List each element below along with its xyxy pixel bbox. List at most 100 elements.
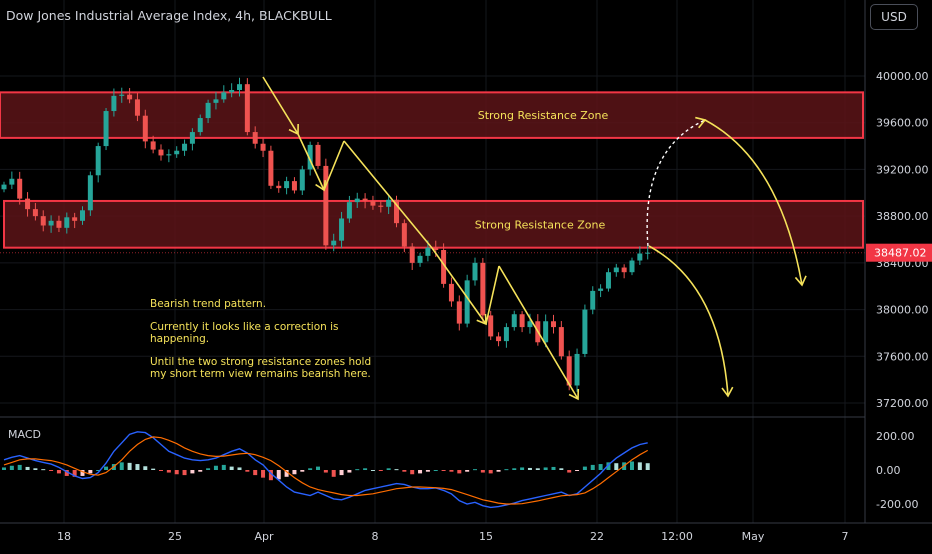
candle-body (551, 321, 556, 328)
macd-histogram-bar (96, 470, 101, 471)
candle-body (72, 217, 78, 221)
price-tick-label: 38000.00 (876, 304, 929, 317)
macd-histogram-bar (174, 470, 179, 475)
macd-histogram-bar (339, 470, 344, 476)
candle-body (441, 250, 447, 284)
macd-plot (2, 431, 650, 509)
candle-body (56, 220, 62, 228)
macd-histogram-bar (159, 470, 163, 471)
macd-axis[interactable]: 200.00 0.00 -200.00 (876, 430, 918, 511)
zone-lower-label: Strong Resistance Zone (475, 218, 606, 231)
candle-body (339, 218, 345, 241)
candle-body (1, 184, 7, 190)
macd-histogram-bar (213, 465, 218, 470)
macd-histogram-bar (496, 470, 501, 472)
macd-histogram-bar (598, 464, 603, 470)
time-tick-label: 15 (479, 530, 493, 543)
candle-body (543, 321, 549, 343)
note-line-2: Currently it looks like a correction is … (150, 321, 339, 345)
macd-histogram-bar (253, 470, 258, 476)
macd-tick-label: 200.00 (876, 430, 915, 443)
projected-rise-dashed (646, 119, 706, 247)
candle-body (637, 253, 643, 261)
macd-histogram-bar (347, 470, 352, 473)
macd-histogram-bar (245, 470, 250, 472)
projected-drop-lower-arrowhead (721, 386, 734, 398)
macd-histogram-bar (25, 466, 30, 470)
macd-histogram-bar (127, 462, 132, 470)
macd-histogram-bar (370, 470, 375, 471)
price-tick-label: 38800.00 (876, 210, 929, 223)
macd-histogram-bar (237, 467, 242, 470)
macd-histogram-bar (614, 463, 619, 470)
candle-body (472, 262, 478, 281)
candle-body (417, 255, 423, 263)
candle-body (197, 118, 203, 133)
macd-histogram-bar (386, 468, 391, 470)
macd-histogram-bar (520, 467, 525, 470)
macd-histogram-bar (80, 470, 85, 476)
candle-body (496, 336, 502, 342)
macd-histogram-bar (135, 464, 140, 470)
macd-histogram-bar (56, 470, 61, 474)
candle-body (362, 198, 368, 201)
macd-histogram-bar (88, 470, 93, 474)
candle-body (448, 283, 454, 302)
candle-body (613, 267, 619, 273)
candle-body (142, 115, 148, 142)
macd-histogram-bar (363, 468, 368, 470)
candle-body (103, 111, 109, 147)
candle-body (629, 260, 635, 273)
candle-body (150, 141, 156, 150)
macd-histogram-bar (300, 470, 305, 472)
macd-histogram-bar (457, 470, 462, 474)
price-axis[interactable]: 37200.0037600.0038000.0038400.0038800.00… (876, 70, 929, 410)
analysis-note: Bearish trend pattern. Currently it look… (150, 298, 380, 391)
macd-histogram-bar (151, 468, 156, 470)
arrowhead (568, 388, 580, 401)
candle-body (244, 84, 250, 133)
candle-body (9, 178, 15, 185)
macd-histogram-bar (512, 468, 517, 470)
macd-histogram-bar (559, 468, 564, 470)
candle-body (189, 132, 195, 144)
time-tick-label: 18 (57, 530, 71, 543)
candle-body (111, 95, 117, 112)
trend-zigzag-segment (262, 76, 299, 135)
macd-histogram-bar (104, 466, 109, 470)
time-tick-label: May (742, 530, 765, 543)
candle-body (205, 102, 211, 119)
macd-histogram-bar (433, 470, 438, 471)
macd-histogram-bar (206, 468, 211, 470)
time-tick-label: 22 (590, 530, 604, 543)
candle-body (284, 181, 290, 189)
candle-body (87, 175, 93, 211)
time-axis[interactable]: 18 25 Apr 8 15 22 12:00 May 7 (57, 530, 849, 543)
macd-histogram-bar (221, 464, 226, 470)
candle-body (17, 178, 23, 199)
macd-tick-label: 0.00 (876, 464, 901, 477)
zone-upper-label: Strong Resistance Zone (478, 109, 609, 122)
candle-body (40, 216, 46, 226)
candle-body (621, 267, 627, 273)
currency-button[interactable]: USD (870, 4, 918, 30)
macd-histogram-bar (473, 469, 477, 471)
macd-histogram-bar (229, 466, 234, 470)
candle-body (80, 210, 85, 221)
arrowhead (476, 313, 487, 326)
macd-histogram-bar (418, 470, 423, 474)
macd-histogram-bar (355, 469, 360, 471)
macd-histogram-bar (410, 470, 415, 475)
candle-body (401, 223, 407, 247)
candle-body (48, 220, 54, 226)
macd-histogram-bar (292, 470, 297, 475)
macd-histogram-bar (119, 462, 124, 470)
macd-histogram-bar (308, 468, 313, 470)
candle-body (503, 327, 509, 342)
macd-histogram-bar (261, 470, 266, 478)
candle-body (174, 150, 180, 155)
macd-histogram-bar (316, 466, 320, 470)
time-tick-label: 25 (168, 530, 182, 543)
